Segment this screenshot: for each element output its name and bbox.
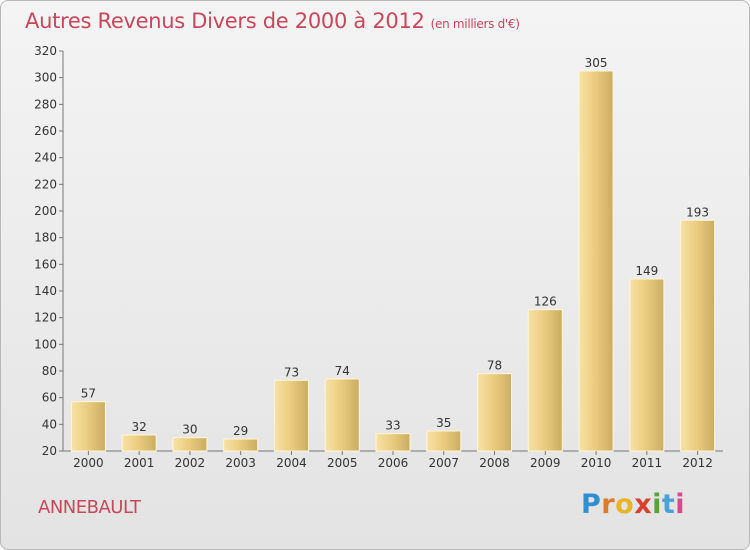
bar-value-label: 305 [585,56,608,70]
x-tick-label: 2005 [327,456,358,470]
bar [578,70,614,452]
bar-value-label: 57 [81,387,96,401]
bar-value-label: 33 [385,419,400,433]
chart-title-text: Autres Revenus Divers de 2000 à 2012 [25,9,425,33]
x-tick-label: 2011 [632,456,663,470]
bar [477,373,513,452]
bar [121,434,157,452]
y-tick-label: 220 [34,177,57,191]
x-tick-label: 2010 [581,456,612,470]
y-tick-label: 320 [34,44,57,58]
bar [223,438,259,452]
y-tick-label: 60 [42,391,57,405]
bar [426,430,462,452]
y-tick-label: 280 [34,97,57,111]
y-tick-label: 80 [42,364,57,378]
bar-value-label: 149 [635,264,658,278]
bar [273,379,309,452]
bar-value-label: 35 [436,416,451,430]
bar-value-label: 30 [182,423,197,437]
bar [680,219,716,452]
x-tick-label: 2012 [682,456,713,470]
x-tick-label: 2003 [225,456,256,470]
bar [70,401,106,452]
x-tick-label: 2000 [73,456,104,470]
y-tick-label: 100 [34,337,57,351]
bar-value-label: 73 [284,365,299,379]
bar-value-label: 29 [233,424,248,438]
y-tick-label: 160 [34,257,57,271]
x-tick-label: 2007 [428,456,459,470]
x-tick-label: 2002 [175,456,206,470]
x-tick-label: 2006 [378,456,409,470]
y-tick-label: 260 [34,124,57,138]
bar-value-label: 32 [132,420,147,434]
bar-value-label: 193 [686,205,709,219]
bar [172,437,208,452]
bar-value-label: 74 [335,364,350,378]
x-tick-label: 2009 [530,456,561,470]
y-tick-label: 300 [34,71,57,85]
bar [629,278,665,452]
y-tick-label: 20 [42,444,57,458]
bar-value-label: 78 [487,359,502,373]
y-tick-label: 200 [34,204,57,218]
bar [324,378,360,452]
x-tick-label: 2001 [124,456,155,470]
proxiti-logo: Proxiti [581,489,686,520]
chart-title: Autres Revenus Divers de 2000 à 2012 (en … [25,9,520,33]
y-tick-label: 40 [42,417,57,431]
y-tick-label: 140 [34,284,57,298]
bar [527,309,563,452]
x-tick-label: 2008 [479,456,510,470]
bar [375,433,411,452]
y-tick-label: 240 [34,151,57,165]
x-tick-label: 2004 [276,456,307,470]
city-name: ANNEBAULT [38,497,141,518]
chart-subtitle: (en milliers d'€) [430,17,520,31]
bar-value-label: 126 [534,295,557,309]
y-tick-label: 120 [34,311,57,325]
y-tick-label: 180 [34,231,57,245]
